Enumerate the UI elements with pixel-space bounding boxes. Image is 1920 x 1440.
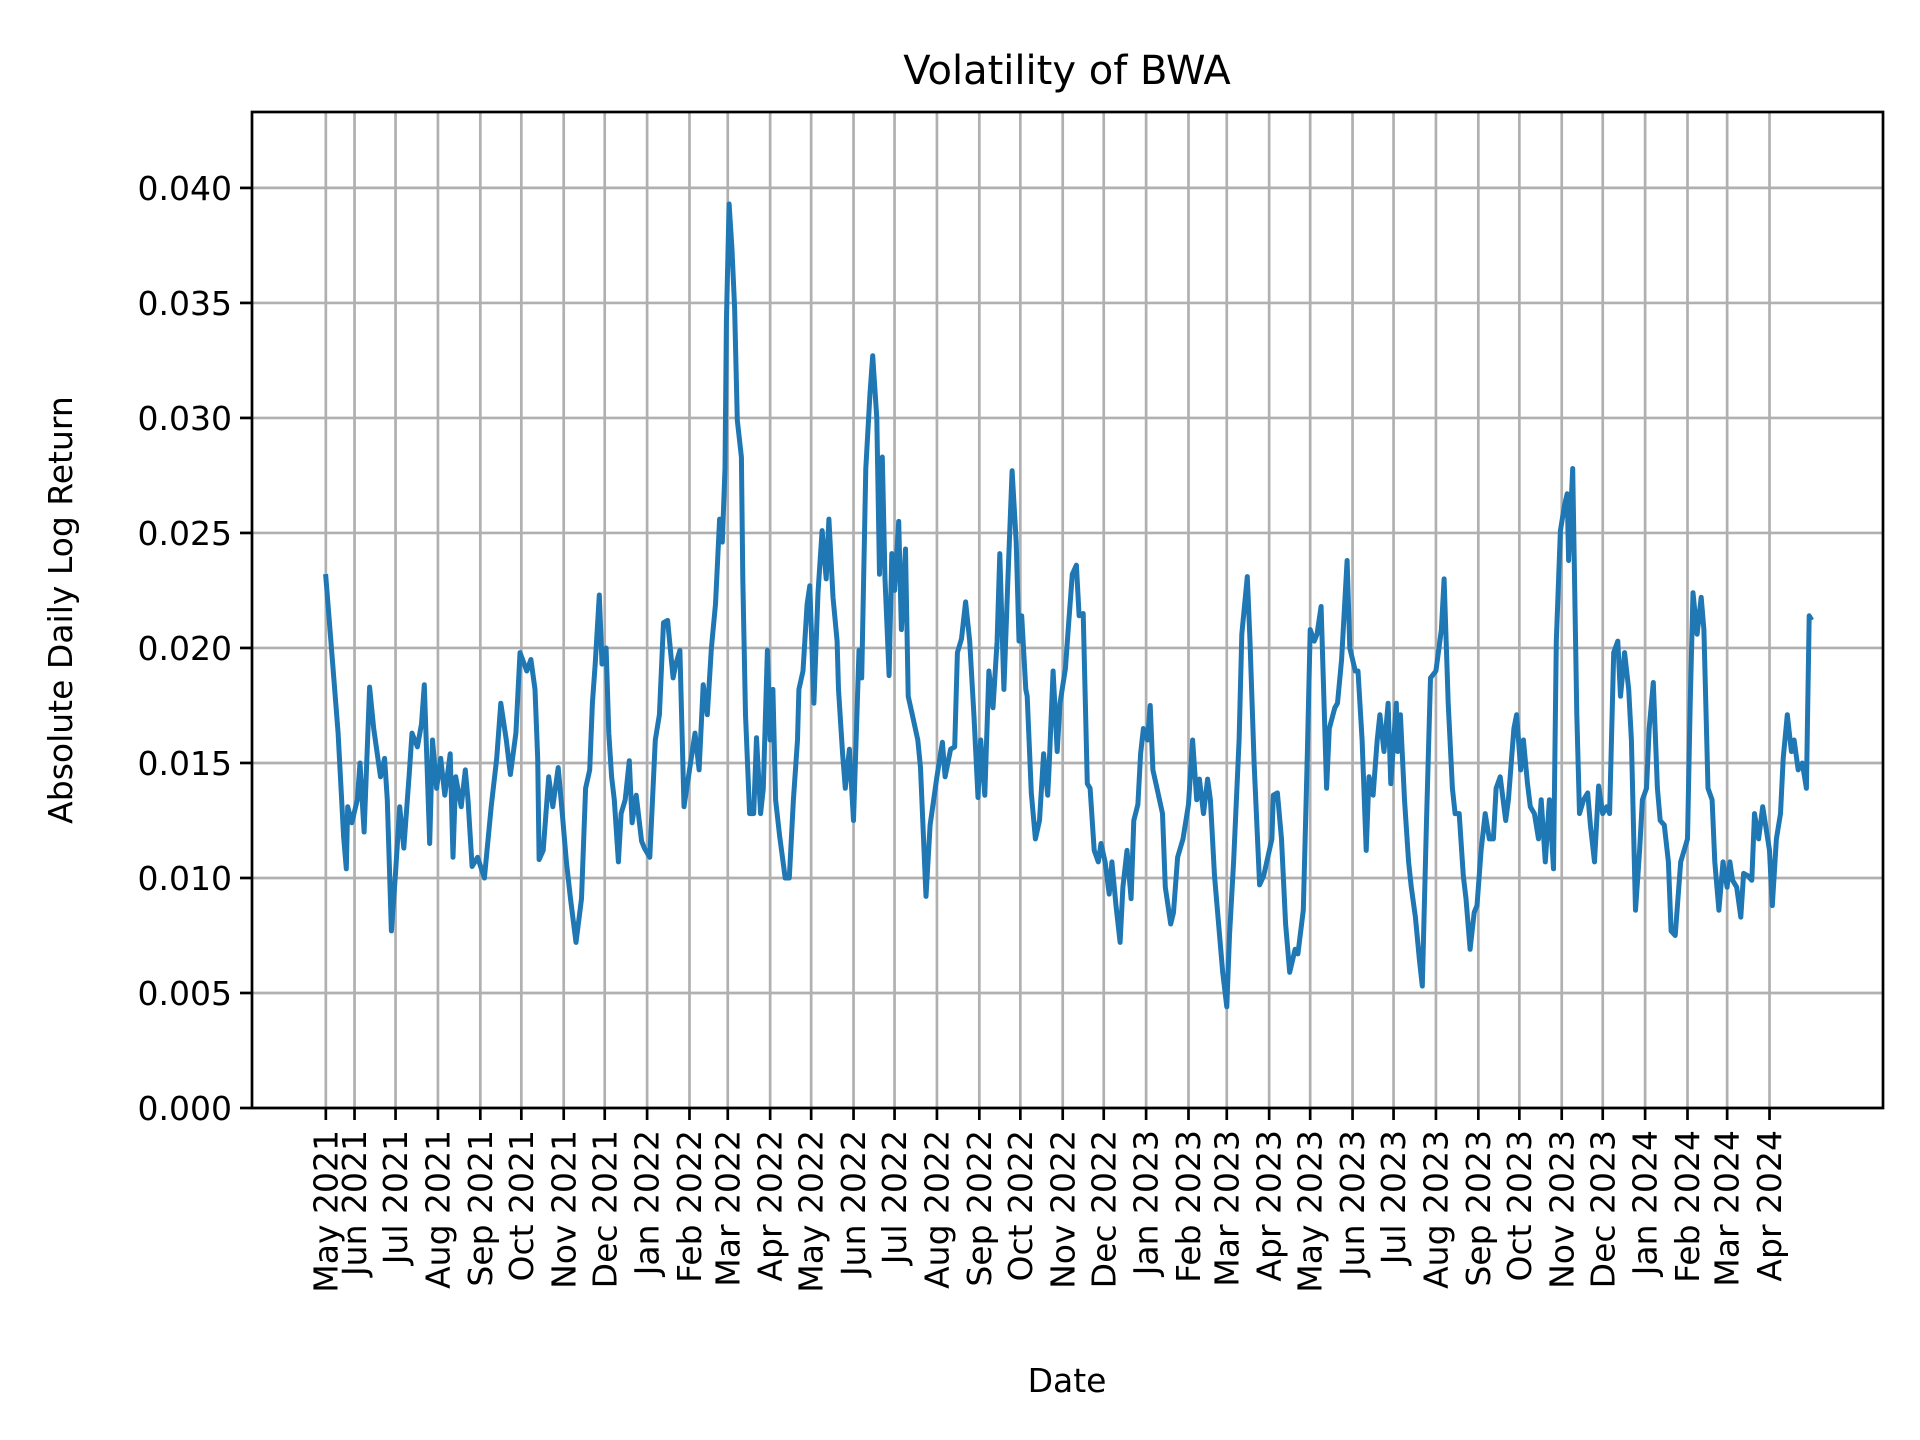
x-tick-label: Jan 2024 <box>1626 1130 1665 1277</box>
y-tick-label: 0.020 <box>138 629 232 668</box>
x-tick-label: Sep 2021 <box>461 1130 500 1287</box>
x-tick-label: Jul 2023 <box>1374 1130 1413 1266</box>
x-tick-label: Oct 2021 <box>502 1130 541 1282</box>
x-tick-label: May 2023 <box>1291 1130 1330 1293</box>
y-tick-label: 0.005 <box>138 974 232 1013</box>
x-tick-label: Aug 2022 <box>917 1130 956 1289</box>
x-tick-label: Oct 2023 <box>1500 1130 1539 1282</box>
x-tick-label: Mar 2024 <box>1708 1130 1747 1287</box>
x-axis-label: Date <box>1028 1361 1107 1400</box>
x-tick-label: Aug 2023 <box>1416 1130 1455 1289</box>
x-tick-label: Dec 2022 <box>1084 1130 1123 1288</box>
y-tick-label: 0.040 <box>138 169 232 208</box>
x-tick-label: Dec 2023 <box>1583 1130 1622 1288</box>
x-tick-label: Feb 2024 <box>1668 1130 1707 1283</box>
x-tick-label: Nov 2023 <box>1542 1130 1581 1289</box>
x-tick-label: Feb 2023 <box>1169 1130 1208 1283</box>
x-tick-label: Dec 2021 <box>585 1130 624 1288</box>
x-tick-label: May 2022 <box>792 1130 831 1293</box>
volatility-line <box>323 201 1814 1010</box>
x-tick-label: Oct 2022 <box>1001 1130 1040 1282</box>
x-tick-label: Apr 2024 <box>1750 1130 1789 1282</box>
plot-frame <box>250 110 1885 1110</box>
y-axis: 0.000 0.005 0.010 0.015 0.020 0.025 0.030 0.035… <box>138 169 252 1128</box>
x-tick-label: Jun 2021 <box>335 1130 374 1278</box>
x-tick-label: Jul 2022 <box>875 1130 914 1266</box>
x-tick-label: Jun 2022 <box>834 1130 873 1278</box>
grid <box>252 112 1883 1110</box>
x-tick-label: May 2021 <box>306 1130 345 1293</box>
x-tick-label: Jan 2022 <box>628 1130 667 1277</box>
x-tick-label: Jun 2023 <box>1333 1130 1372 1278</box>
x-tick-label: Nov 2021 <box>544 1130 583 1289</box>
y-tick-label: 0.010 <box>138 859 232 898</box>
x-tick-label: Sep 2022 <box>960 1130 999 1287</box>
series-group <box>323 201 1814 1010</box>
x-tick-label: Aug 2021 <box>418 1130 457 1289</box>
x-tick-label: Feb 2022 <box>670 1130 709 1283</box>
x-tick-label: Apr 2022 <box>751 1130 790 1282</box>
chart-title: Volatility of BWA <box>903 48 1231 94</box>
x-tick-label: Jan 2023 <box>1127 1130 1166 1277</box>
x-tick-label: Mar 2023 <box>1207 1130 1246 1287</box>
x-tick-label: Mar 2022 <box>708 1130 747 1287</box>
x-tick-label: Apr 2023 <box>1250 1130 1289 1282</box>
y-tick-label: 0.035 <box>138 284 232 323</box>
x-tick-label: Sep 2023 <box>1459 1130 1498 1287</box>
y-tick-label: 0.015 <box>138 744 232 783</box>
y-tick-label: 0.030 <box>138 399 232 438</box>
y-tick-label: 0.025 <box>138 514 232 553</box>
x-tick-label: Nov 2022 <box>1043 1130 1082 1289</box>
x-tick-label: Jul 2021 <box>376 1130 415 1266</box>
y-axis-label: Absolute Daily Log Return <box>41 396 80 824</box>
y-tick-label: 0.000 <box>138 1089 232 1128</box>
